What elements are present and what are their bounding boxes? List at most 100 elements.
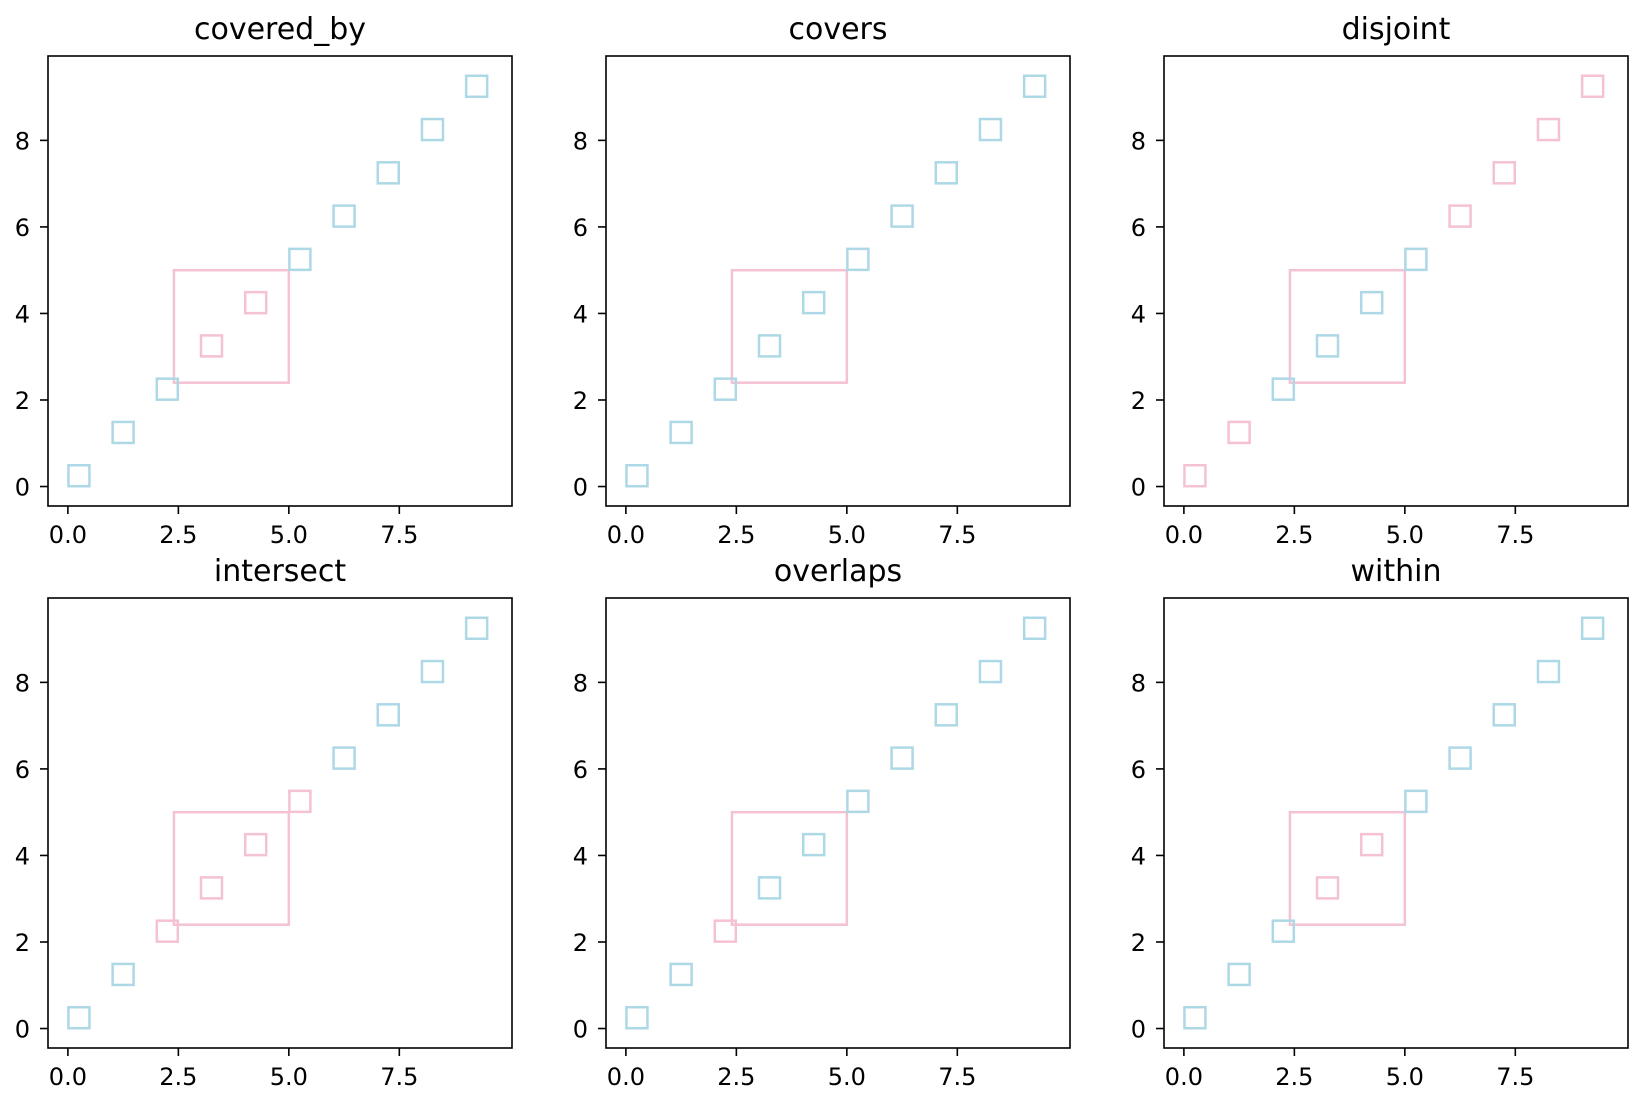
x-tick-label: 0.0 (49, 521, 87, 549)
y-tick-label: 2 (1131, 929, 1146, 957)
y-tick-label: 6 (573, 756, 588, 784)
y-tick-label: 6 (1131, 214, 1146, 242)
y-tick-label: 0 (15, 1016, 30, 1044)
y-tick-label: 2 (573, 929, 588, 957)
point-marker (1404, 247, 1428, 272)
point-marker (934, 703, 959, 727)
y-tick-label: 4 (15, 300, 30, 328)
x-tick-label: 2.5 (717, 1063, 755, 1091)
subplot-title: covers (788, 12, 887, 47)
point-marker (669, 420, 693, 445)
y-tick-label: 0 (573, 1016, 588, 1044)
subplot-title: intersect (214, 554, 346, 589)
x-tick-label: 0.0 (1165, 1063, 1203, 1091)
point-marker (464, 74, 489, 99)
point-marker (1492, 703, 1517, 727)
y-tick-label: 2 (573, 387, 588, 415)
x-tick-label: 5.0 (270, 521, 308, 549)
axes-frame (1163, 55, 1629, 507)
x-tick-label: 5.0 (828, 1063, 866, 1091)
point-marker-highlighted (1359, 832, 1384, 857)
axes-frame (47, 55, 513, 507)
y-tick-label: 4 (15, 842, 30, 870)
point-marker (376, 161, 401, 185)
y-tick-label: 8 (15, 127, 30, 155)
point-marker (713, 377, 738, 401)
y-tick-label: 6 (15, 756, 30, 784)
subplot-title: disjoint (1342, 12, 1451, 47)
x-tick-label: 5.0 (828, 521, 866, 549)
point-marker (978, 659, 1003, 684)
point-marker-highlighted (1536, 117, 1561, 142)
y-tick-label: 4 (573, 300, 588, 328)
point-marker (288, 247, 312, 272)
point-marker (1271, 377, 1296, 401)
axes-frame (605, 597, 1071, 1049)
point-marker-highlighted (288, 789, 312, 814)
point-marker (890, 746, 914, 770)
y-tick-label: 6 (15, 214, 30, 242)
point-marker (376, 703, 401, 727)
y-tick-label: 6 (573, 214, 588, 242)
y-tick-label: 8 (1131, 669, 1146, 697)
point-marker (1359, 290, 1384, 315)
point-marker (1536, 659, 1561, 684)
x-tick-label: 7.5 (1496, 1063, 1534, 1091)
region-polygon (1288, 810, 1407, 926)
point-marker (1183, 1005, 1207, 1030)
point-marker (1580, 616, 1605, 641)
point-marker (420, 117, 445, 142)
y-tick-label: 4 (1131, 300, 1146, 328)
region-polygon (1288, 268, 1407, 384)
point-marker-highlighted (1315, 876, 1340, 900)
subplot-intersect: intersect 0.0 2.5 5.0 7.5 0 2 4 6 8 (15, 554, 513, 1091)
subplot-title: within (1351, 554, 1442, 589)
x-tick-label: 2.5 (717, 521, 755, 549)
x-tick-label: 0.0 (607, 1063, 645, 1091)
y-tick-label: 0 (15, 474, 30, 502)
x-tick-label: 7.5 (380, 521, 418, 549)
point-marker-highlighted (199, 334, 224, 358)
x-tick-label: 2.5 (1275, 1063, 1313, 1091)
y-tick-label: 0 (573, 474, 588, 502)
point-marker (67, 463, 91, 488)
point-marker (757, 876, 782, 900)
x-tick-label: 7.5 (938, 521, 976, 549)
point-marker-highlighted (1448, 204, 1472, 228)
y-tick-label: 8 (15, 669, 30, 697)
x-tick-label: 5.0 (1386, 521, 1424, 549)
subplot-within: within 0.0 2.5 5.0 7.5 0 2 4 6 8 (1131, 554, 1629, 1091)
point-marker-highlighted (713, 919, 738, 943)
point-marker (111, 420, 135, 445)
point-marker (1315, 334, 1340, 358)
subplot-disjoint: disjoint 0.0 2.5 5.0 7.5 0 2 4 6 8 (1131, 12, 1629, 549)
y-tick-label: 8 (1131, 127, 1146, 155)
point-marker (111, 962, 135, 987)
point-marker-highlighted (243, 290, 268, 315)
point-marker (978, 117, 1003, 142)
region-polygon (730, 810, 849, 926)
y-tick-label: 0 (1131, 474, 1146, 502)
point-marker (1022, 616, 1047, 641)
x-tick-label: 2.5 (159, 521, 197, 549)
x-tick-label: 0.0 (49, 1063, 87, 1091)
y-tick-label: 2 (15, 929, 30, 957)
x-tick-label: 2.5 (1275, 521, 1313, 549)
point-marker (1404, 789, 1428, 814)
subplot-overlaps: overlaps 0.0 2.5 5.0 7.5 0 2 4 6 8 (573, 554, 1071, 1091)
y-tick-label: 6 (1131, 756, 1146, 784)
point-marker (1271, 919, 1296, 943)
y-tick-label: 2 (1131, 387, 1146, 415)
point-marker (846, 789, 870, 814)
y-tick-label: 2 (15, 387, 30, 415)
axes-frame (1163, 597, 1629, 1049)
subplot-title: overlaps (774, 554, 902, 589)
y-tick-label: 8 (573, 669, 588, 697)
region-polygon (730, 268, 849, 384)
point-marker (846, 247, 870, 272)
x-tick-label: 7.5 (1496, 521, 1534, 549)
point-marker (801, 290, 826, 315)
point-marker (420, 659, 445, 684)
subplot-covered_by: covered_by 0.0 2.5 5.0 7.5 0 2 4 6 8 (15, 12, 513, 549)
point-marker-highlighted (243, 832, 268, 857)
